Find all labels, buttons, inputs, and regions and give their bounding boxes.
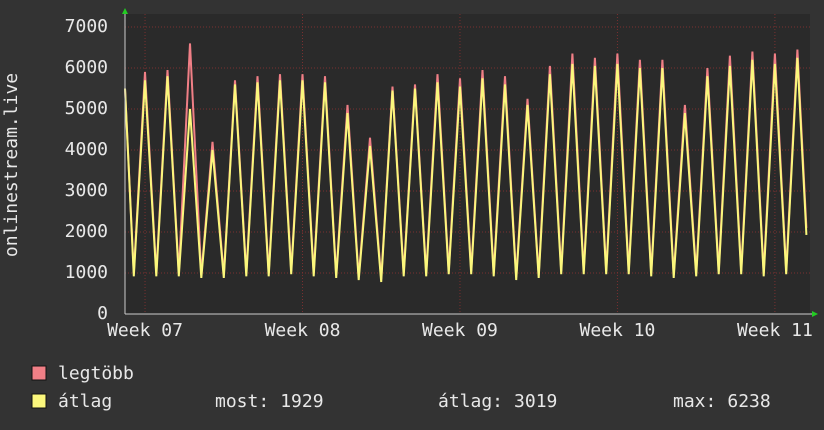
series-line [124, 57, 808, 283]
y-tick-label: 6000 [65, 57, 108, 78]
y-tick-label: 4000 [65, 139, 108, 160]
y-tick-label: 1000 [65, 262, 108, 283]
stat-label: most: [215, 391, 269, 412]
stat-value: 6238 [727, 391, 770, 412]
grid [125, 14, 810, 315]
x-tick-label: Week 07 [107, 320, 183, 341]
x-tick-label: Week 08 [265, 320, 341, 341]
x-arrow [812, 311, 818, 317]
y-tick-label: 2000 [65, 221, 108, 242]
legend-stat: átlag: 3019 [438, 391, 557, 412]
legend-stat: most: 1929 [215, 391, 324, 412]
x-tick-label: Week 11 [737, 320, 813, 341]
legend-label: legtöbb [58, 363, 134, 384]
y-axis-label: onlinestream.live [1, 73, 22, 257]
y-tick-label: 3000 [65, 180, 108, 201]
x-tick-label: Week 10 [580, 320, 656, 341]
x-tick-label: Week 09 [422, 320, 498, 341]
stat-label: átlag: [438, 391, 503, 412]
stat-value: 3019 [514, 391, 557, 412]
y-tick-label: 0 [97, 303, 108, 324]
legend-swatch [31, 365, 47, 381]
y-tick-label: 5000 [65, 98, 108, 119]
y-tick-label: 7000 [65, 16, 108, 37]
y-arrow [122, 8, 128, 14]
stat-label: max: [673, 391, 716, 412]
plot-area [125, 14, 810, 314]
stat-value: 1929 [280, 391, 323, 412]
lines [124, 43, 808, 283]
legend-swatch [31, 393, 47, 409]
legend-label: átlag [58, 391, 112, 412]
legend-stat: max: 6238 [673, 391, 771, 412]
